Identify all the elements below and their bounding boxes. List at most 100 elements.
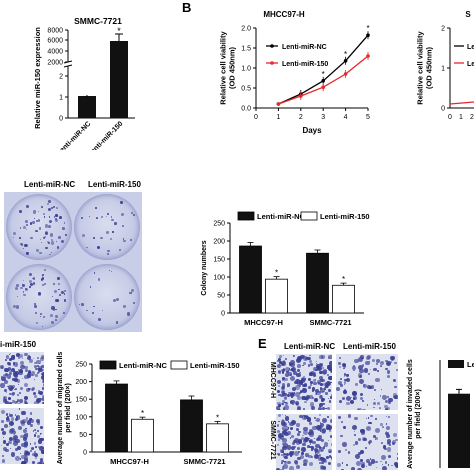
stained-cell xyxy=(14,417,18,421)
panel-b-legend-marker-1 xyxy=(270,61,274,65)
panel-b-right-ylabel-line: (OD 450nm) xyxy=(424,46,433,89)
colony-dot xyxy=(58,216,62,219)
stained-cell xyxy=(281,376,286,381)
stained-cell xyxy=(388,443,392,447)
stained-cell xyxy=(282,451,284,453)
stained-cell xyxy=(293,371,298,375)
stained-cell xyxy=(385,431,389,436)
stained-cell xyxy=(387,363,390,365)
stained-cell xyxy=(329,450,332,454)
stained-cell xyxy=(284,415,290,421)
colony-dot xyxy=(96,245,100,250)
stained-cell xyxy=(381,455,387,461)
stained-cell xyxy=(308,438,313,444)
stained-cell xyxy=(12,384,16,389)
colony-dot xyxy=(48,225,52,229)
stained-cell xyxy=(279,361,282,364)
panel-a-ytick-label: 2 xyxy=(59,74,63,81)
stained-cell xyxy=(339,383,343,387)
stained-cell xyxy=(290,399,295,405)
stained-cell xyxy=(308,461,314,466)
stained-cell xyxy=(15,352,20,357)
stained-cell xyxy=(328,429,332,432)
panel-b-left-ytick-label: 0.5 xyxy=(241,86,251,93)
stained-cell xyxy=(328,354,332,360)
stained-cell xyxy=(17,369,20,371)
stained-cell xyxy=(12,387,14,390)
stained-cell xyxy=(15,415,21,420)
stained-cell xyxy=(18,426,22,430)
colony-dot xyxy=(44,224,48,228)
stained-cell xyxy=(6,416,10,419)
stained-cell xyxy=(282,443,285,446)
stained-cell xyxy=(7,385,9,388)
colony-dot xyxy=(39,239,42,241)
stained-cell xyxy=(357,364,363,370)
stained-cell xyxy=(313,437,316,440)
stained-cell xyxy=(360,459,364,463)
stained-cell xyxy=(386,415,388,417)
stained-cell xyxy=(295,392,301,398)
panel-d-ytick-label: 50 xyxy=(79,432,87,439)
colony-dot xyxy=(31,277,33,280)
colony-dot xyxy=(41,277,45,280)
stained-cell xyxy=(278,384,281,387)
stained-cell xyxy=(304,388,306,390)
stained-cell xyxy=(292,451,295,453)
panel-c-ytick-label: 250 xyxy=(213,221,225,228)
stained-cell xyxy=(33,428,37,432)
colony-dot xyxy=(53,290,57,294)
stained-cell xyxy=(20,434,25,439)
colony-dot xyxy=(26,252,29,256)
stained-cell xyxy=(13,431,17,434)
stained-cell xyxy=(300,395,306,401)
stained-cell xyxy=(294,451,300,457)
stained-cell xyxy=(295,401,300,406)
colony-dot xyxy=(105,230,109,234)
colony-dot xyxy=(58,294,62,297)
colony-dot xyxy=(80,217,83,220)
panel-b-right-ytick-label: 0 xyxy=(441,106,445,113)
stained-cell xyxy=(296,358,302,364)
stained-cell xyxy=(377,402,381,406)
stained-cell xyxy=(8,413,10,415)
stained-cell xyxy=(370,385,375,389)
colony-dot xyxy=(63,312,66,314)
colony-dot xyxy=(116,320,118,323)
colony-dot xyxy=(54,298,58,302)
stained-cell xyxy=(34,453,38,457)
stained-cell xyxy=(3,447,7,451)
colony-dot xyxy=(110,216,113,219)
stained-cell xyxy=(276,424,279,427)
stained-cell xyxy=(316,390,321,396)
stained-cell xyxy=(312,373,316,377)
stained-cell xyxy=(368,461,373,466)
stained-cell xyxy=(26,373,32,379)
stained-cell xyxy=(280,449,284,454)
stained-cell xyxy=(309,442,312,445)
stained-cell xyxy=(5,448,9,453)
stained-cell xyxy=(19,392,21,395)
stained-cell xyxy=(380,365,383,368)
stained-cell xyxy=(282,446,287,451)
stained-cell xyxy=(286,428,288,430)
stained-cell xyxy=(309,360,312,363)
colony-dot xyxy=(23,293,27,297)
stained-cell xyxy=(301,452,305,456)
stained-cell xyxy=(12,394,14,397)
stained-cell xyxy=(34,456,38,459)
colony-dot xyxy=(106,252,110,256)
panel-e-row-label-mhcc: MHCC97-H xyxy=(269,362,276,398)
stained-cell xyxy=(297,368,301,372)
panel-d-sig: * xyxy=(216,413,219,422)
stained-cell xyxy=(390,361,392,363)
colony-dot xyxy=(43,213,45,216)
stained-cell xyxy=(289,466,294,470)
stained-cell xyxy=(303,383,307,388)
stained-cell xyxy=(343,380,347,384)
stained-cell xyxy=(289,391,295,397)
colony-dot xyxy=(48,219,52,223)
stained-cell xyxy=(338,381,343,386)
panel-e-col-label-mir150: Lenti-miR-150 xyxy=(343,342,396,351)
stained-cell xyxy=(293,438,299,443)
